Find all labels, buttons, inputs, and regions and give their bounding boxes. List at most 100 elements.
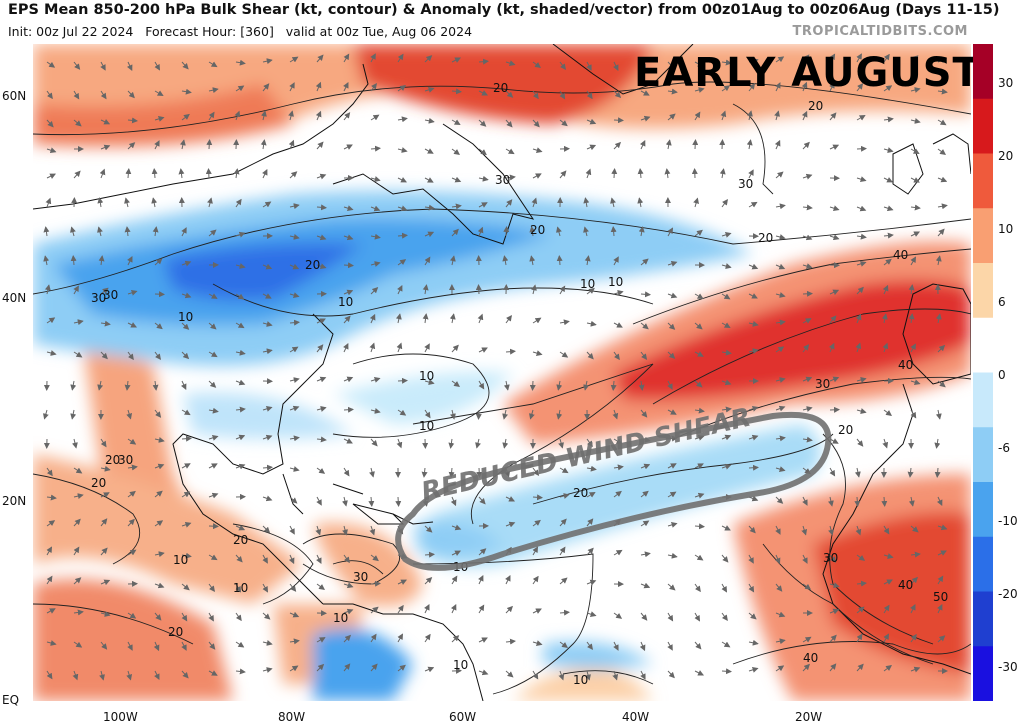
anomaly-vector	[586, 611, 597, 618]
anomaly-vector	[451, 344, 459, 353]
anomaly-vector	[610, 380, 617, 391]
anomaly-vector	[100, 351, 108, 360]
anomaly-vector	[208, 641, 216, 650]
anomaly-vector	[855, 525, 862, 536]
anomaly-vector	[449, 313, 456, 324]
anomaly-vector	[640, 351, 648, 360]
anomaly-vector	[881, 313, 888, 324]
anomaly-vector	[208, 492, 219, 499]
anomaly-vector	[151, 197, 158, 208]
anomaly-vector	[154, 612, 162, 621]
anomaly-vector	[100, 641, 108, 650]
anomaly-vector	[883, 664, 893, 672]
anomaly-vector	[856, 53, 862, 63]
contour-label: 20	[493, 81, 508, 95]
anomaly-vector	[127, 612, 137, 619]
anomaly-vector	[233, 168, 240, 179]
anomaly-vector	[665, 139, 672, 150]
anomaly-vector	[883, 147, 894, 153]
anomaly-vector	[774, 554, 781, 565]
anomaly-vector	[856, 233, 867, 240]
anomaly-vector	[73, 285, 79, 295]
anomaly-vector	[612, 670, 619, 681]
anomaly-vector	[802, 636, 812, 643]
anomaly-vector	[586, 641, 594, 651]
anomaly-vector	[532, 467, 540, 476]
colorbar-swatch	[973, 263, 993, 319]
anomaly-vector	[208, 322, 217, 330]
anomaly-vector	[667, 260, 678, 267]
anomaly-vector	[828, 342, 835, 353]
anomaly-vector	[235, 293, 245, 300]
anomaly-vector	[802, 496, 808, 506]
anomaly-vector	[505, 521, 516, 528]
anomaly-vector	[640, 551, 651, 558]
anomaly-vector	[775, 203, 786, 210]
anomaly-vector	[316, 496, 322, 506]
anomaly-vector	[450, 603, 457, 614]
anomaly-vector	[181, 612, 188, 622]
anomaly-vector	[559, 641, 569, 649]
anomaly-vector	[126, 61, 133, 72]
anomaly-vector	[178, 168, 185, 179]
colorbar-swatch	[973, 482, 993, 538]
anomaly-vector	[397, 116, 408, 123]
anomaly-vector	[694, 229, 703, 237]
anomaly-vector	[127, 142, 136, 150]
anomaly-vector	[910, 55, 919, 63]
anomaly-vector	[856, 83, 864, 92]
colorbar-swatch	[973, 427, 993, 483]
anomaly-vector	[559, 493, 570, 499]
anomaly-vector	[100, 144, 111, 151]
anomaly-vector	[613, 117, 624, 124]
anomaly-vector	[559, 319, 570, 326]
anomaly-vector	[451, 176, 462, 183]
anomaly-vector	[694, 351, 704, 357]
anomaly-vector	[882, 284, 889, 295]
anomaly-vector	[46, 575, 53, 585]
anomaly-vector	[583, 197, 590, 208]
anomaly-vector	[829, 376, 840, 383]
anomaly-vector	[937, 203, 948, 210]
anomaly-vector	[424, 525, 433, 533]
colorbar-label-30: 30	[998, 76, 1014, 90]
anomaly-vector	[154, 140, 160, 150]
anomaly-vector	[613, 641, 619, 651]
anomaly-vector	[370, 554, 379, 562]
anomaly-vector	[73, 170, 81, 179]
anomaly-vector	[451, 380, 461, 387]
anomaly-vector	[70, 409, 77, 420]
anomaly-vector	[910, 666, 921, 673]
anomaly-vector	[370, 408, 381, 414]
anomaly-vector	[910, 604, 916, 614]
anomaly-vector	[478, 90, 488, 96]
anomaly-vector	[397, 259, 407, 266]
anomaly-vector	[154, 490, 163, 498]
anomaly-vector	[262, 464, 273, 471]
anomaly-vector	[208, 380, 217, 388]
anomaly-vector	[262, 554, 268, 564]
anomaly-vector	[748, 525, 756, 534]
anomaly-vector	[235, 379, 246, 386]
anomaly-vector	[46, 520, 56, 527]
anomaly-vector	[583, 226, 589, 237]
anomaly-vector	[883, 553, 894, 559]
anomaly-vector	[829, 634, 837, 643]
anomaly-vector	[910, 551, 921, 558]
anomaly-vector	[748, 583, 755, 593]
anomaly-vector	[235, 231, 246, 238]
anomaly-vector	[802, 318, 812, 324]
anomaly-vector	[802, 436, 813, 443]
anomaly-vector	[369, 342, 376, 353]
anomaly-vector	[370, 114, 380, 121]
anomaly-vector	[667, 322, 676, 330]
anomaly-vector	[586, 465, 597, 472]
anomaly-vector	[505, 199, 513, 208]
anomaly-vector	[234, 110, 241, 121]
anomaly-vector	[262, 612, 271, 620]
colorbar-swatch	[973, 208, 993, 264]
anomaly-vector	[316, 263, 327, 270]
anomaly-vector	[206, 139, 213, 150]
anomaly-vector	[694, 434, 705, 441]
anomaly-vector	[208, 111, 215, 121]
